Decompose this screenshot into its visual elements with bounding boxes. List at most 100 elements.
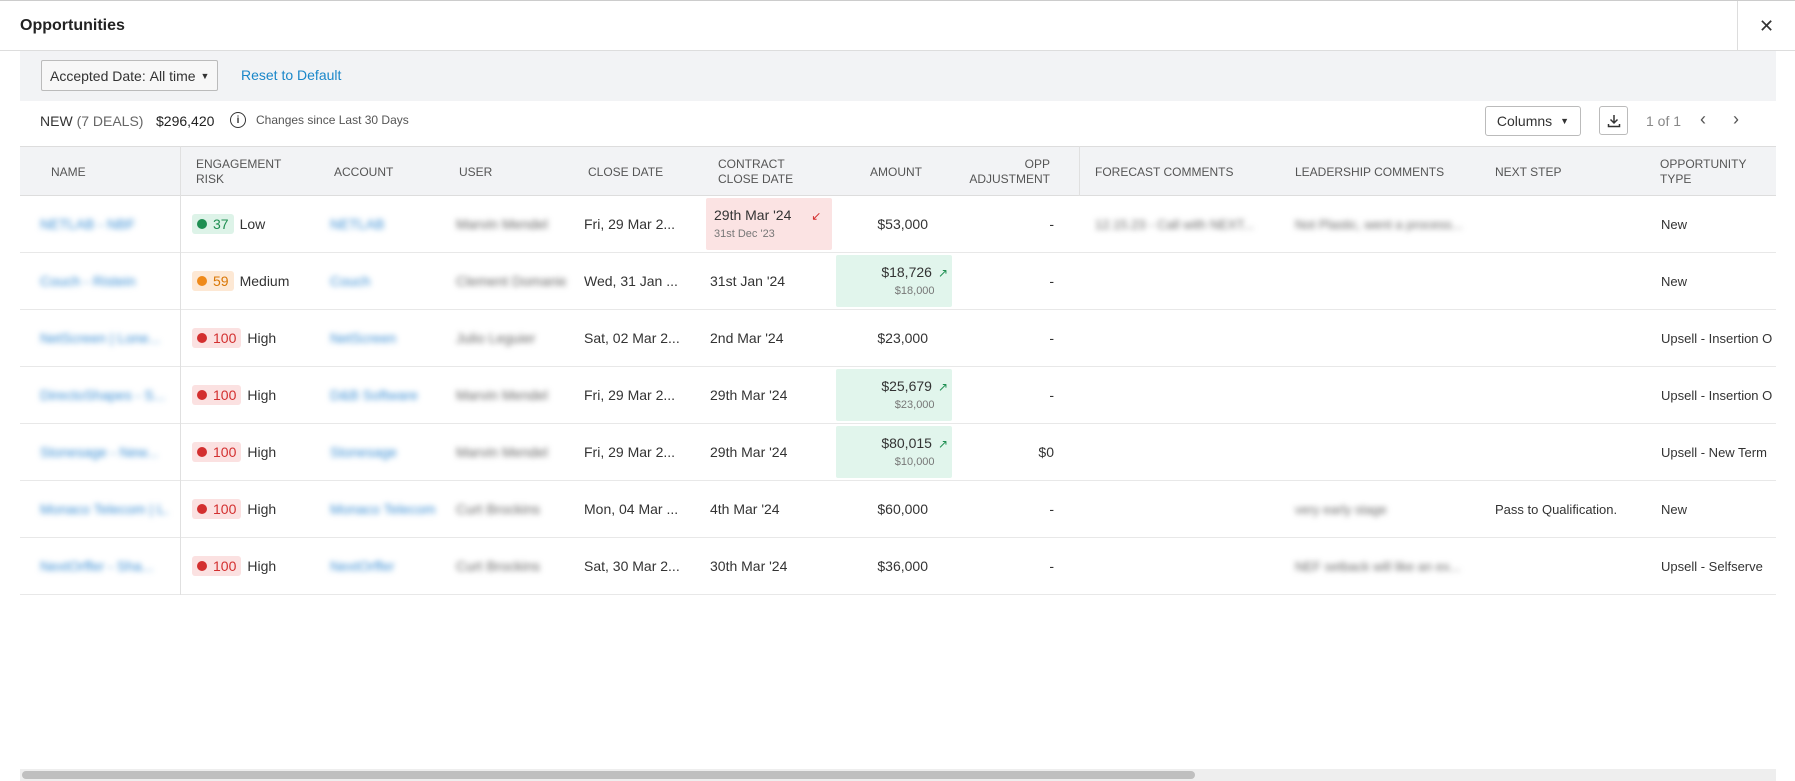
column-name[interactable]: NAME	[51, 164, 86, 179]
download-icon	[1607, 114, 1620, 127]
caret-down-icon: ▼	[200, 70, 210, 81]
opp-adjustment-cell[interactable]: -	[1049, 501, 1054, 517]
opportunity-name-link[interactable]: DirectoShapes - S...	[40, 387, 166, 403]
account-link[interactable]: NextOrffer	[330, 558, 395, 574]
next-step-cell[interactable]	[1495, 538, 1655, 594]
amount-cell: $23,000	[877, 330, 928, 346]
opp-adjustment-cell[interactable]: -	[1049, 273, 1054, 289]
forecast-comment-cell[interactable]	[1095, 538, 1275, 594]
column-account[interactable]: ACCOUNT	[334, 164, 394, 179]
next-step-cell[interactable]	[1495, 367, 1655, 423]
next-step-cell[interactable]: Pass to Qualification.	[1495, 501, 1618, 517]
opportunity-type-cell: Upsell - Insertion O	[1661, 387, 1773, 403]
column-opp-adjustment[interactable]: OPP ADJUSTMENT	[950, 147, 1050, 197]
next-step-cell[interactable]	[1495, 253, 1655, 309]
reset-to-default-link[interactable]: Reset to Default	[241, 67, 342, 83]
next-step-cell[interactable]	[1495, 310, 1655, 366]
table-row[interactable]: NetScreen | Lone... 100 High NetScreen J…	[20, 310, 1776, 367]
account-link[interactable]: NETLAB	[330, 216, 385, 232]
chevron-right-icon[interactable]: ›	[1733, 109, 1739, 129]
leadership-comment-cell[interactable]	[1295, 424, 1475, 480]
chevron-left-icon[interactable]: ‹	[1700, 109, 1706, 129]
close-date-cell: Fri, 29 Mar 2...	[584, 444, 676, 460]
contract-close-date-cell: 30th Mar '24	[710, 558, 788, 574]
changes-label: Changes since Last 30 Days	[256, 113, 409, 127]
opp-adjustment-cell[interactable]: -	[1049, 216, 1054, 232]
close-button[interactable]: ✕	[1737, 1, 1795, 51]
table-row[interactable]: Monaco Telecom | L... 100 High Monaco Te…	[20, 481, 1776, 538]
forecast-comment-cell[interactable]	[1095, 481, 1275, 537]
user-cell: Clement Domaniek	[456, 273, 566, 289]
forecast-comment-cell[interactable]	[1095, 367, 1275, 423]
accepted-date-filter[interactable]: Accepted Date: All time ▼	[41, 60, 219, 91]
column-forecast-comments[interactable]: FORECAST COMMENTS	[1095, 164, 1234, 179]
scrollbar-thumb[interactable]	[22, 771, 1195, 779]
account-link[interactable]: NetScreen	[330, 330, 397, 346]
opp-adjustment-cell[interactable]: -	[1049, 387, 1054, 403]
amount-value: $18,726	[881, 263, 932, 280]
forecast-comment-cell[interactable]: 12.15.23 - Call with NEXT...	[1095, 216, 1254, 232]
column-user[interactable]: USER	[459, 164, 493, 179]
column-next-step[interactable]: NEXT STEP	[1495, 164, 1562, 179]
column-amount[interactable]: AMOUNT	[870, 164, 922, 179]
amount-previous: $18,000	[894, 284, 935, 297]
leadership-comment-cell[interactable]: very early stage	[1295, 501, 1387, 517]
opp-adjustment-cell[interactable]: -	[1049, 330, 1054, 346]
opportunity-name-link[interactable]: NextOrffer - Sha...	[40, 558, 154, 574]
contract-close-date-cell: 29th Mar '24 ↙ 31st Dec '23	[714, 196, 832, 252]
next-step-cell[interactable]	[1495, 424, 1655, 480]
user-cell: Curt Brockins	[456, 558, 541, 574]
table-row[interactable]: NETLAB - NBF 37 Low NETLAB Marvin Mendel…	[20, 196, 1776, 253]
contract-close-date-cell: 2nd Mar '24	[710, 330, 784, 346]
engagement-risk-cell: 100 High	[192, 367, 322, 423]
download-button[interactable]	[1599, 106, 1628, 135]
table-row[interactable]: NextOrffer - Sha... 100 High NextOrffer …	[20, 538, 1776, 595]
filter-label: Accepted Date:	[50, 67, 146, 84]
table-row[interactable]: DirectoShapes - S... 100 High D&B Softwa…	[20, 367, 1776, 424]
amount-cell: $25,679 ↗ $23,000	[840, 367, 948, 423]
table-row[interactable]: Couch - Ristein 59 Medium Couch Clement …	[20, 253, 1776, 310]
leadership-comment-cell[interactable]	[1295, 367, 1475, 423]
column-opportunity-type[interactable]: OPPORTUNITY TYPE	[1660, 147, 1776, 197]
opportunity-name-link[interactable]: NETLAB - NBF	[40, 216, 135, 232]
leadership-comment-cell[interactable]	[1295, 310, 1475, 366]
stage-summary: NEW (7 DEALS)	[40, 113, 143, 129]
close-date-cell: Fri, 29 Mar 2...	[584, 216, 676, 232]
account-link[interactable]: Stonesage	[330, 444, 397, 460]
opportunity-name-link[interactable]: NetScreen | Lone...	[40, 330, 161, 346]
amount-cell: $60,000	[877, 501, 928, 517]
columns-button[interactable]: Columns ▼	[1485, 106, 1581, 136]
column-close-date[interactable]: CLOSE DATE	[588, 164, 664, 179]
account-link[interactable]: D&B Software	[330, 387, 418, 403]
column-engagement-risk[interactable]: ENGAGEMENT RISK	[196, 147, 306, 197]
opportunity-name-link[interactable]: Stonesage - New...	[40, 444, 159, 460]
info-icon[interactable]: i	[230, 112, 246, 128]
horizontal-scrollbar[interactable]	[20, 769, 1776, 781]
opportunity-name-link[interactable]: Couch - Ristein	[40, 273, 136, 289]
header-line: CONTRACT	[718, 157, 785, 171]
header-line: TYPE	[1660, 172, 1692, 186]
next-step-cell[interactable]	[1495, 196, 1655, 252]
engagement-risk-cell: 100 High	[192, 424, 322, 480]
contract-close-previous: 31st Dec '23	[714, 227, 775, 240]
opportunity-name-link[interactable]: Monaco Telecom | L...	[40, 501, 170, 517]
table-row[interactable]: Stonesage - New... 100 High Stonesage Ma…	[20, 424, 1776, 481]
forecast-comment-cell[interactable]	[1095, 424, 1275, 480]
column-leadership-comments[interactable]: LEADERSHIP COMMENTS	[1295, 164, 1445, 179]
opp-adjustment-cell[interactable]: $0	[1038, 444, 1054, 460]
forecast-comment-cell[interactable]	[1095, 253, 1275, 309]
leadership-comment-cell[interactable]	[1295, 253, 1475, 309]
table-header: NAME ENGAGEMENT RISK ACCOUNT USER CLOSE D…	[20, 146, 1776, 196]
contract-close-value: 29th Mar '24	[714, 206, 792, 223]
account-link[interactable]: Monaco Telecom	[330, 501, 436, 517]
risk-score: 100	[213, 444, 237, 460]
leadership-comment-cell[interactable]: NEF setback will like an ex...	[1295, 558, 1461, 574]
leadership-comment-cell[interactable]: Not Plastic, went a process...	[1295, 216, 1463, 232]
column-contract-close-date[interactable]: CONTRACT CLOSE DATE	[718, 147, 818, 197]
account-link[interactable]: Couch	[330, 273, 371, 289]
opp-adjustment-cell[interactable]: -	[1049, 558, 1054, 574]
column-divider	[1079, 146, 1080, 196]
opportunity-type-cell: Upsell - Selfserve	[1661, 558, 1763, 574]
amount-cell: $80,015 ↗ $10,000	[840, 424, 948, 480]
forecast-comment-cell[interactable]	[1095, 310, 1275, 366]
